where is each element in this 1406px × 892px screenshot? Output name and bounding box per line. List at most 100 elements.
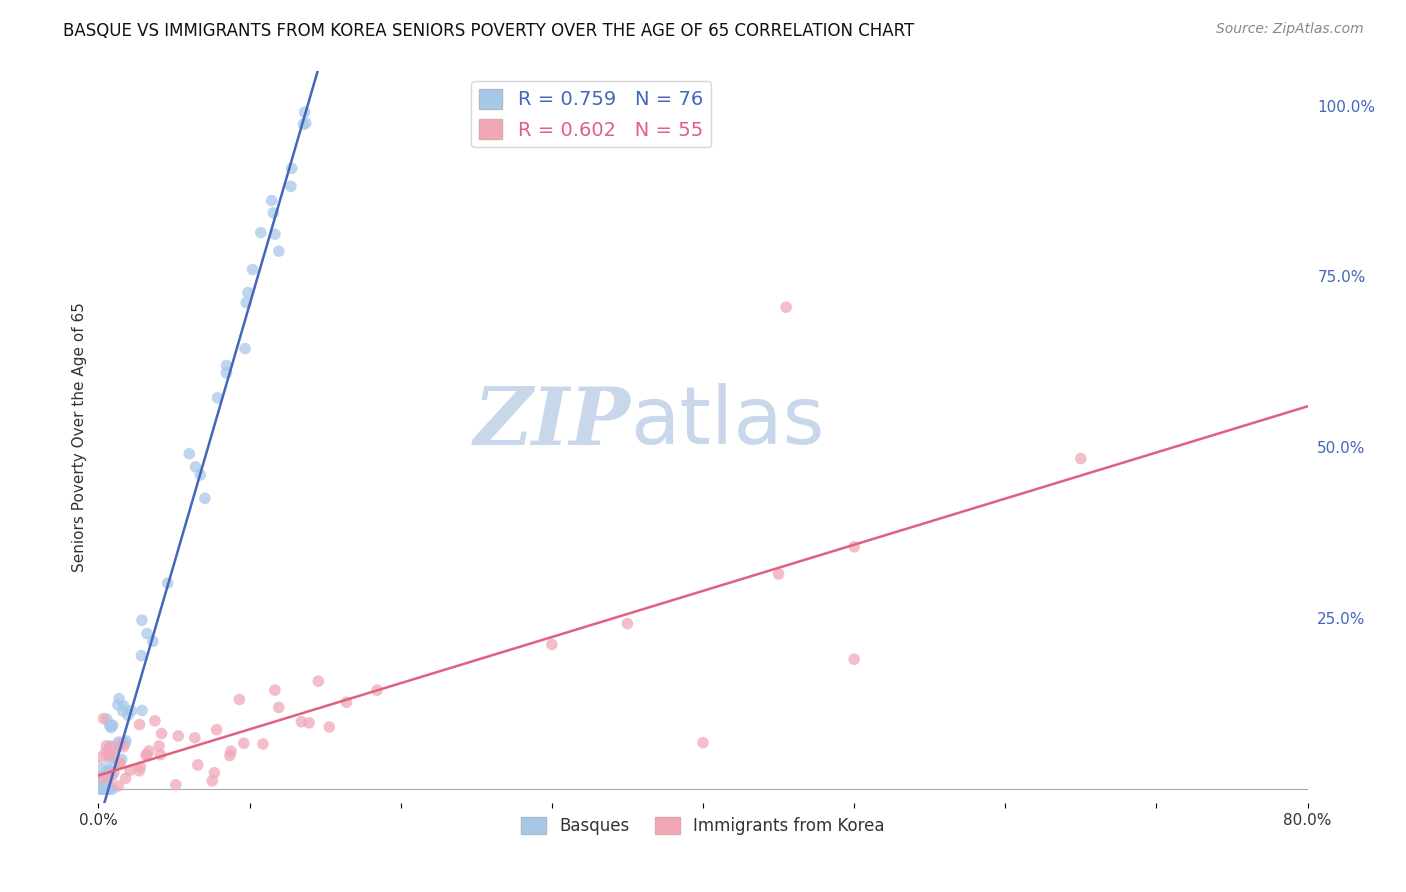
Point bbox=[267, 244, 290, 259]
Point bbox=[114, 772, 136, 786]
Point bbox=[93, 712, 115, 726]
Point bbox=[100, 719, 122, 733]
Point bbox=[100, 748, 122, 763]
Text: BASQUE VS IMMIGRANTS FROM KOREA SENIORS POVERTY OVER THE AGE OF 65 CORRELATION C: BASQUE VS IMMIGRANTS FROM KOREA SENIORS … bbox=[63, 22, 914, 40]
Point bbox=[184, 731, 207, 745]
Point bbox=[89, 782, 111, 797]
Point bbox=[101, 742, 124, 756]
Point bbox=[298, 715, 321, 730]
Point bbox=[96, 764, 118, 778]
Y-axis label: Seniors Poverty Over the Age of 65: Seniors Poverty Over the Age of 65 bbox=[72, 302, 87, 572]
Point bbox=[93, 780, 115, 795]
Point bbox=[128, 717, 150, 731]
Point bbox=[204, 765, 226, 780]
Point bbox=[118, 764, 141, 778]
Point bbox=[93, 782, 115, 797]
Point bbox=[143, 714, 166, 728]
Point bbox=[97, 747, 120, 762]
Point bbox=[110, 737, 132, 751]
Point bbox=[100, 721, 122, 735]
Point bbox=[100, 763, 122, 777]
Point bbox=[96, 770, 118, 784]
Point bbox=[136, 626, 159, 640]
Point bbox=[844, 540, 866, 554]
Point bbox=[135, 747, 157, 762]
Point bbox=[280, 161, 302, 176]
Point bbox=[101, 742, 124, 756]
Point bbox=[263, 683, 285, 698]
Point bbox=[87, 782, 110, 797]
Point bbox=[236, 285, 259, 300]
Point bbox=[131, 613, 153, 627]
Point bbox=[105, 740, 128, 755]
Point bbox=[107, 779, 129, 793]
Point bbox=[194, 491, 217, 506]
Point bbox=[89, 778, 111, 792]
Point bbox=[249, 226, 271, 240]
Point bbox=[96, 712, 118, 726]
Point bbox=[167, 729, 190, 743]
Point bbox=[188, 467, 211, 482]
Point bbox=[107, 698, 129, 712]
Text: ZIP: ZIP bbox=[474, 384, 630, 461]
Point bbox=[97, 782, 120, 797]
Point bbox=[232, 736, 254, 750]
Point bbox=[294, 105, 316, 120]
Point bbox=[235, 295, 257, 310]
Point bbox=[280, 179, 302, 194]
Point bbox=[201, 773, 224, 788]
Point bbox=[366, 683, 388, 698]
Point bbox=[97, 778, 120, 792]
Point bbox=[616, 616, 638, 631]
Point bbox=[111, 752, 134, 766]
Point bbox=[187, 758, 209, 772]
Point bbox=[540, 637, 562, 651]
Point bbox=[215, 359, 238, 373]
Point bbox=[94, 769, 117, 783]
Point bbox=[98, 718, 121, 732]
Point bbox=[112, 739, 135, 754]
Point bbox=[93, 782, 115, 797]
Point bbox=[205, 723, 228, 737]
Point bbox=[307, 674, 329, 689]
Point bbox=[97, 782, 120, 797]
Point bbox=[96, 782, 118, 797]
Point bbox=[103, 765, 125, 780]
Point bbox=[91, 782, 114, 797]
Point bbox=[264, 227, 287, 242]
Point bbox=[318, 720, 340, 734]
Point bbox=[692, 736, 714, 750]
Point bbox=[98, 765, 121, 780]
Point bbox=[294, 116, 316, 130]
Point bbox=[135, 748, 157, 763]
Point bbox=[165, 778, 187, 792]
Text: atlas: atlas bbox=[630, 384, 825, 461]
Point bbox=[228, 692, 250, 706]
Point bbox=[97, 772, 120, 786]
Point bbox=[98, 752, 121, 766]
Point bbox=[775, 300, 797, 314]
Point bbox=[184, 459, 207, 474]
Point bbox=[768, 567, 790, 582]
Point bbox=[207, 391, 229, 405]
Point bbox=[262, 206, 284, 220]
Point bbox=[131, 648, 153, 663]
Point bbox=[108, 756, 131, 770]
Point bbox=[142, 634, 165, 648]
Point bbox=[110, 737, 132, 751]
Point bbox=[148, 739, 170, 753]
Point bbox=[150, 726, 173, 740]
Point bbox=[156, 576, 179, 591]
Point bbox=[114, 736, 136, 750]
Point bbox=[96, 739, 118, 753]
Point bbox=[267, 700, 290, 714]
Point bbox=[91, 770, 114, 784]
Point bbox=[179, 447, 201, 461]
Point bbox=[112, 698, 135, 713]
Point bbox=[260, 194, 283, 208]
Point bbox=[117, 708, 139, 723]
Point bbox=[108, 756, 131, 771]
Point bbox=[101, 718, 124, 732]
Point bbox=[101, 782, 124, 797]
Point bbox=[233, 342, 256, 356]
